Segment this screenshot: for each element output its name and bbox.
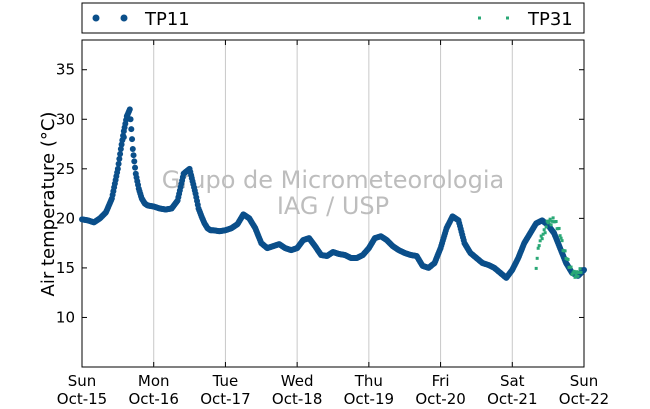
y-tick-label: 35 bbox=[56, 61, 75, 79]
tp31-point bbox=[542, 228, 546, 232]
y-tick-label: 20 bbox=[56, 209, 75, 227]
x-tick-label-date: Oct-20 bbox=[415, 390, 465, 408]
tp31-point bbox=[536, 246, 540, 250]
x-tick-label-date: Oct-21 bbox=[487, 390, 537, 408]
x-tick-label-day: Thu bbox=[354, 372, 383, 390]
tp31-point bbox=[566, 257, 570, 261]
tp31-point bbox=[569, 265, 573, 269]
tp11-point bbox=[128, 126, 135, 133]
y-axis: 10 15 20 25 30 35 bbox=[56, 61, 584, 326]
tp31-point bbox=[559, 236, 563, 240]
tp31-point bbox=[576, 274, 580, 278]
tp11-point bbox=[114, 165, 121, 172]
y-axis-label: Air temperature (°C) bbox=[38, 112, 59, 297]
y-tick-label: 15 bbox=[56, 259, 75, 277]
legend-label-tp31: TP31 bbox=[527, 9, 573, 30]
tp11-point bbox=[120, 134, 127, 141]
y-tick-label: 10 bbox=[56, 308, 75, 326]
tp11-point bbox=[117, 146, 124, 152]
tp31-point bbox=[541, 232, 545, 236]
tp31-point bbox=[534, 266, 538, 270]
tp11-point bbox=[127, 116, 134, 123]
x-tick-label-date: Oct-16 bbox=[128, 390, 178, 408]
watermark-line-1: Grupo de Micrometeorologia bbox=[162, 166, 504, 194]
x-tick-label-day: Wed bbox=[281, 372, 314, 390]
x-tick-label-date: Oct-15 bbox=[57, 390, 107, 408]
tp11-point bbox=[118, 141, 125, 148]
x-tick-label-day: Sat bbox=[500, 372, 525, 390]
tp11-point bbox=[117, 150, 124, 157]
tp31-point bbox=[574, 273, 578, 277]
tp31-point bbox=[540, 237, 544, 241]
tp31-point bbox=[549, 223, 553, 227]
tp31-point bbox=[575, 270, 579, 274]
x-axis: SunOct-15MonOct-16TueOct-17WedOct-18ThuO… bbox=[57, 40, 609, 408]
legend-box bbox=[81, 2, 585, 34]
tp31-point bbox=[543, 231, 547, 235]
legend-marker-tp31-a bbox=[478, 16, 481, 20]
tp31-point bbox=[538, 239, 542, 243]
y-tick-label: 25 bbox=[56, 160, 75, 178]
tp31-point bbox=[539, 234, 543, 238]
series-tp31 bbox=[534, 216, 583, 279]
watermark-line-2: IAG / USP bbox=[277, 192, 389, 220]
tp31-point bbox=[537, 244, 541, 248]
tp31-point bbox=[578, 267, 582, 271]
y-tick-label: 30 bbox=[56, 110, 75, 128]
legend-marker-tp11-a bbox=[92, 14, 100, 22]
x-tick-label-day: Tue bbox=[212, 372, 239, 390]
tp31-point bbox=[554, 220, 558, 223]
tp11-point bbox=[131, 158, 138, 165]
legend-label-tp11: TP11 bbox=[144, 9, 190, 30]
tp31-point bbox=[548, 217, 552, 221]
tp31-point bbox=[557, 226, 561, 230]
tp31-point bbox=[551, 216, 555, 220]
tp11-point bbox=[129, 136, 136, 143]
plot-frame bbox=[81, 39, 585, 368]
tp31-point bbox=[579, 270, 583, 274]
tp31-point bbox=[572, 269, 576, 273]
tp31-point bbox=[563, 249, 567, 253]
series-tp11 bbox=[79, 106, 587, 281]
x-tick-label-date: Oct-19 bbox=[344, 390, 394, 408]
x-tick-label-day: Sun bbox=[570, 372, 599, 390]
x-tick-label-date: Oct-22 bbox=[559, 390, 609, 408]
tp31-point bbox=[550, 219, 554, 223]
tp11-point bbox=[126, 106, 133, 113]
tp31-point bbox=[577, 271, 581, 275]
tp11-point bbox=[129, 146, 136, 152]
tp11-point bbox=[116, 155, 123, 162]
x-tick-label-day: Mon bbox=[138, 372, 170, 390]
tp31-point bbox=[545, 219, 549, 223]
tp11-point bbox=[115, 160, 122, 167]
x-tick-label-day: Sun bbox=[68, 372, 97, 390]
tp11-point bbox=[130, 152, 137, 159]
legend-marker-tp31-b bbox=[506, 16, 509, 20]
x-tick-label-day: Fri bbox=[432, 372, 450, 390]
tp11-point bbox=[132, 164, 139, 171]
tp31-point bbox=[573, 275, 577, 279]
x-tick-label-date: Oct-17 bbox=[200, 390, 250, 408]
tp31-point bbox=[558, 234, 562, 238]
tp31-point bbox=[547, 219, 551, 223]
tp31-point bbox=[535, 256, 539, 260]
x-tick-label-date: Oct-18 bbox=[272, 390, 322, 408]
legend-marker-tp11-b bbox=[120, 14, 128, 22]
tp31-point bbox=[560, 239, 564, 243]
tp31-point bbox=[544, 225, 548, 229]
tp31-point bbox=[546, 221, 550, 225]
